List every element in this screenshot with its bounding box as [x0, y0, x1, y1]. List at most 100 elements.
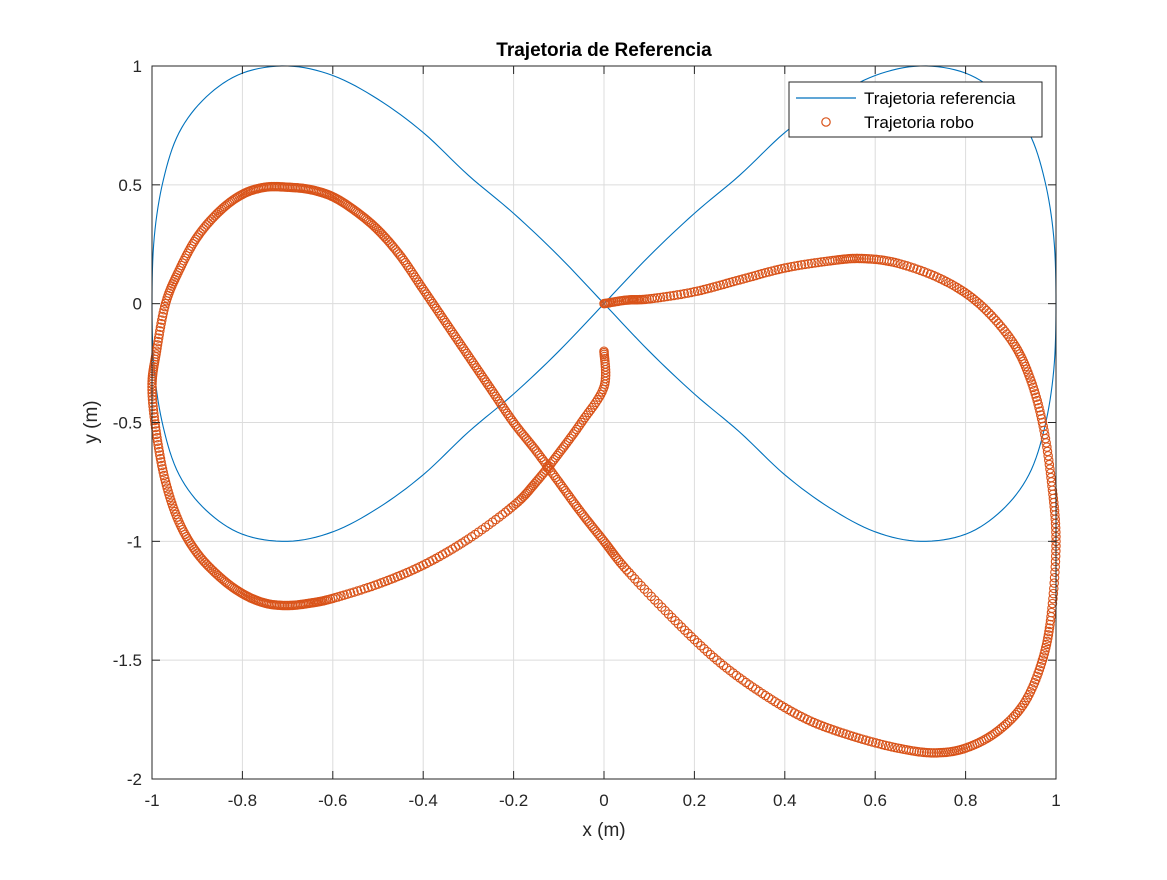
series-robot-point	[468, 358, 478, 368]
series-robot-point	[474, 367, 485, 378]
series-robot-point	[573, 422, 583, 432]
series-robot-point	[157, 464, 168, 474]
series-robot-point	[676, 622, 687, 632]
series-robot-point	[153, 439, 163, 450]
series-robot-point	[486, 384, 496, 394]
series-robot-point	[692, 637, 703, 648]
y-tick-label: -0.5	[113, 414, 142, 433]
series-robot-point	[457, 341, 467, 352]
series-robot-point	[379, 231, 390, 242]
series-robot-point	[1021, 695, 1031, 706]
y-axis-label: y (m)	[81, 400, 102, 443]
series-robot-point	[344, 201, 354, 212]
series-robot-point	[1019, 698, 1030, 708]
series-robot-point	[725, 665, 735, 676]
series-robot-point	[450, 332, 461, 342]
robot-series-layer	[147, 181, 1061, 758]
series-robot-point	[854, 253, 865, 264]
series-robot-point	[1049, 583, 1059, 594]
chart-title: Trajetoria de Referencia	[496, 40, 712, 61]
series-robot-point	[155, 450, 165, 460]
series-robot-point	[859, 253, 869, 264]
series-robot-point	[473, 365, 483, 375]
series-robot-point	[432, 306, 443, 316]
series-robot-point	[926, 748, 937, 758]
series-robot-point	[153, 336, 163, 347]
series-robot-point	[933, 748, 944, 758]
series-robot-point	[988, 313, 999, 323]
series-robot-point	[624, 567, 634, 578]
series-robot-point	[442, 320, 453, 330]
series-robot-point	[444, 322, 454, 333]
series-robot-point	[1007, 337, 1018, 347]
series-robot-point	[418, 284, 428, 295]
series-robot-point	[776, 263, 787, 274]
series-robot-point	[686, 287, 696, 298]
series-robot-point	[1006, 334, 1016, 345]
series-robot-point	[665, 291, 676, 301]
series-robot-point	[403, 262, 414, 273]
series-robot-point	[663, 609, 674, 619]
series-robot-point	[1045, 619, 1055, 630]
series-robot-point	[515, 495, 525, 505]
series-robot-point	[670, 615, 680, 626]
series-robot-point	[431, 303, 441, 314]
series-robot-point	[153, 333, 164, 343]
series-robot-point	[1044, 626, 1054, 637]
series-robot-point	[374, 226, 385, 237]
series-robot-point	[1047, 598, 1058, 609]
series-robot-point	[709, 652, 719, 663]
series-robot-point	[453, 336, 464, 347]
series-robot-point	[1010, 341, 1021, 352]
series-robot-point	[449, 329, 459, 340]
series-robot-point	[636, 580, 646, 591]
series-robot-point	[407, 267, 417, 278]
series-robot-point	[810, 258, 820, 268]
series-robot-point	[679, 625, 690, 635]
series-robot-point	[208, 212, 218, 223]
series-robot-point	[155, 322, 166, 333]
series-robot-point	[1046, 612, 1056, 622]
y-tick-label: 0.5	[118, 176, 142, 195]
series-robot-point	[189, 236, 200, 247]
series-robot-point	[345, 202, 356, 213]
series-robot-point	[852, 253, 862, 264]
series-robot-point	[487, 386, 498, 397]
series-robot-point	[731, 670, 742, 681]
series-robot-point	[155, 326, 165, 336]
series-robot-point	[667, 612, 677, 623]
series-robot-point	[660, 605, 670, 616]
series-robot-point	[984, 308, 994, 318]
series-robot-point	[347, 203, 357, 214]
series-robot-point	[434, 308, 445, 318]
series-robot-point	[800, 259, 810, 270]
series-robot-point	[1022, 692, 1033, 703]
series-robot-point	[462, 348, 472, 359]
series-robot-point	[1049, 572, 1060, 583]
series-robot-point	[806, 258, 817, 269]
series-robot-point	[148, 405, 159, 415]
series-robot-point	[686, 631, 696, 642]
series-robot-point	[979, 303, 989, 313]
series-robot-point	[158, 467, 168, 477]
series-robot-point	[186, 241, 197, 251]
series-robot-point	[981, 305, 992, 316]
series-robot-point	[1050, 562, 1060, 572]
series-robot-point	[594, 392, 604, 402]
series-robot-point	[405, 265, 416, 275]
series-robot-point	[182, 248, 193, 259]
series-robot-point	[157, 315, 167, 325]
series-robot-point	[1017, 700, 1028, 711]
series-robot-point	[150, 419, 160, 429]
series-robot-point	[156, 318, 166, 329]
series-robot-point	[381, 233, 391, 244]
series-robot-point	[479, 374, 490, 385]
series-robot-point	[149, 412, 159, 422]
series-robot-point	[483, 379, 493, 390]
tick-labels: -1 -0.8 -0.6 -0.4 -0.2 0 0.2 0.4 0.6 0.8 1 -2 -1.5 -1…	[113, 57, 1061, 810]
series-robot-point	[470, 360, 480, 371]
x-axis-label: x (m)	[582, 820, 625, 841]
series-robot-point	[652, 293, 663, 303]
y-tick-label: -1.5	[113, 651, 142, 670]
legend: Trajetoria referencia Trajetoria robo	[788, 81, 1043, 138]
